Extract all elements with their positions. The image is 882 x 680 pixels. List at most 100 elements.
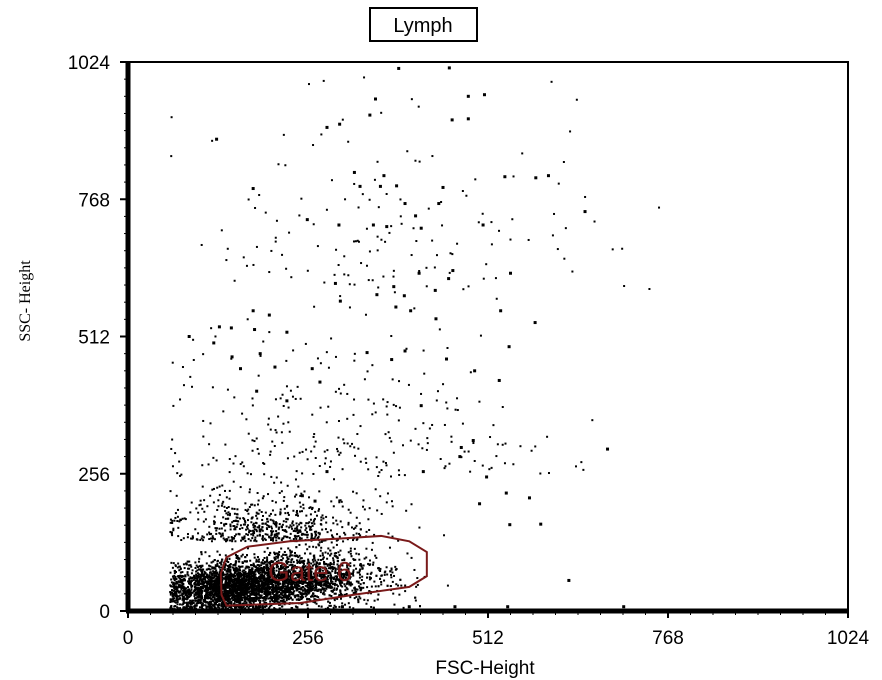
data-point — [173, 609, 176, 612]
data-point — [258, 590, 261, 593]
data-point — [200, 575, 203, 578]
data-point — [198, 565, 201, 568]
data-point — [265, 583, 268, 586]
data-point — [323, 587, 326, 590]
data-point — [173, 600, 176, 603]
data-point — [263, 601, 266, 604]
data-point — [313, 517, 316, 520]
data-point — [302, 576, 305, 579]
data-point — [260, 510, 263, 513]
data-point — [276, 565, 279, 568]
data-point — [218, 566, 221, 569]
data-point — [230, 573, 233, 576]
data-point — [284, 574, 287, 577]
data-point — [354, 588, 357, 591]
data-point — [275, 590, 278, 593]
data-point — [195, 507, 198, 510]
data-point — [251, 568, 254, 571]
data-point — [205, 589, 208, 592]
data-point — [343, 583, 346, 586]
data-point — [418, 526, 421, 529]
data-point — [235, 601, 238, 604]
data-point — [246, 565, 249, 568]
data-point — [185, 601, 188, 604]
data-point — [280, 575, 283, 578]
data-point — [186, 605, 189, 608]
data-point — [362, 505, 365, 508]
data-point — [226, 593, 229, 596]
data-point — [245, 572, 248, 575]
data-point — [320, 582, 323, 585]
data-point — [215, 607, 218, 610]
data-point — [258, 580, 261, 583]
data-point — [371, 541, 374, 544]
data-point — [252, 605, 255, 608]
data-point — [200, 587, 203, 590]
data-point — [211, 535, 214, 538]
data-point — [247, 587, 250, 590]
data-point — [252, 523, 255, 526]
data-point — [241, 609, 244, 612]
data-point — [214, 582, 217, 585]
data-point — [237, 573, 240, 576]
data-point — [253, 556, 256, 559]
data-point — [359, 534, 362, 537]
data-point — [292, 570, 295, 573]
data-point — [309, 565, 312, 568]
data-point — [252, 562, 255, 565]
data-point — [213, 601, 216, 604]
data-point — [242, 577, 245, 580]
data-point — [289, 581, 292, 584]
data-point — [190, 572, 193, 575]
data-point — [177, 575, 180, 578]
data-point — [315, 563, 318, 566]
data-point — [211, 589, 214, 592]
data-point — [320, 584, 323, 587]
data-point — [343, 559, 346, 562]
data-point — [223, 597, 226, 600]
data-point — [267, 524, 270, 527]
data-point — [260, 564, 263, 567]
data-point — [235, 592, 238, 595]
data-point — [370, 571, 373, 574]
data-point — [255, 591, 258, 594]
data-point — [360, 579, 363, 582]
data-point — [186, 560, 189, 563]
data-point — [247, 575, 250, 578]
data-point — [265, 580, 268, 583]
data-point — [231, 581, 234, 584]
data-point — [301, 585, 304, 588]
data-point — [206, 505, 209, 508]
data-point — [253, 583, 256, 586]
data-point — [203, 573, 206, 576]
data-point — [242, 572, 245, 575]
data-point — [276, 556, 279, 559]
data-point — [196, 600, 199, 603]
data-point — [199, 564, 202, 567]
data-point — [193, 574, 196, 577]
data-point — [203, 499, 206, 502]
data-point — [309, 552, 312, 555]
data-point — [236, 568, 239, 571]
data-point — [317, 566, 320, 569]
data-point — [255, 598, 258, 601]
data-point — [241, 561, 244, 564]
data-point — [240, 585, 243, 588]
data-point — [369, 572, 372, 575]
data-point — [240, 591, 243, 594]
data-point — [209, 565, 212, 568]
data-point — [177, 595, 180, 598]
data-point — [378, 569, 381, 572]
data-point — [242, 588, 245, 591]
data-point — [398, 593, 401, 596]
data-point — [236, 594, 239, 597]
data-point — [250, 575, 253, 578]
data-point — [233, 590, 236, 593]
data-point — [257, 576, 260, 579]
y-tick-label: 512 — [78, 328, 110, 349]
data-point — [390, 573, 393, 576]
data-point — [333, 592, 336, 595]
data-point — [239, 585, 242, 588]
data-point — [243, 560, 246, 563]
data-point — [275, 587, 278, 590]
